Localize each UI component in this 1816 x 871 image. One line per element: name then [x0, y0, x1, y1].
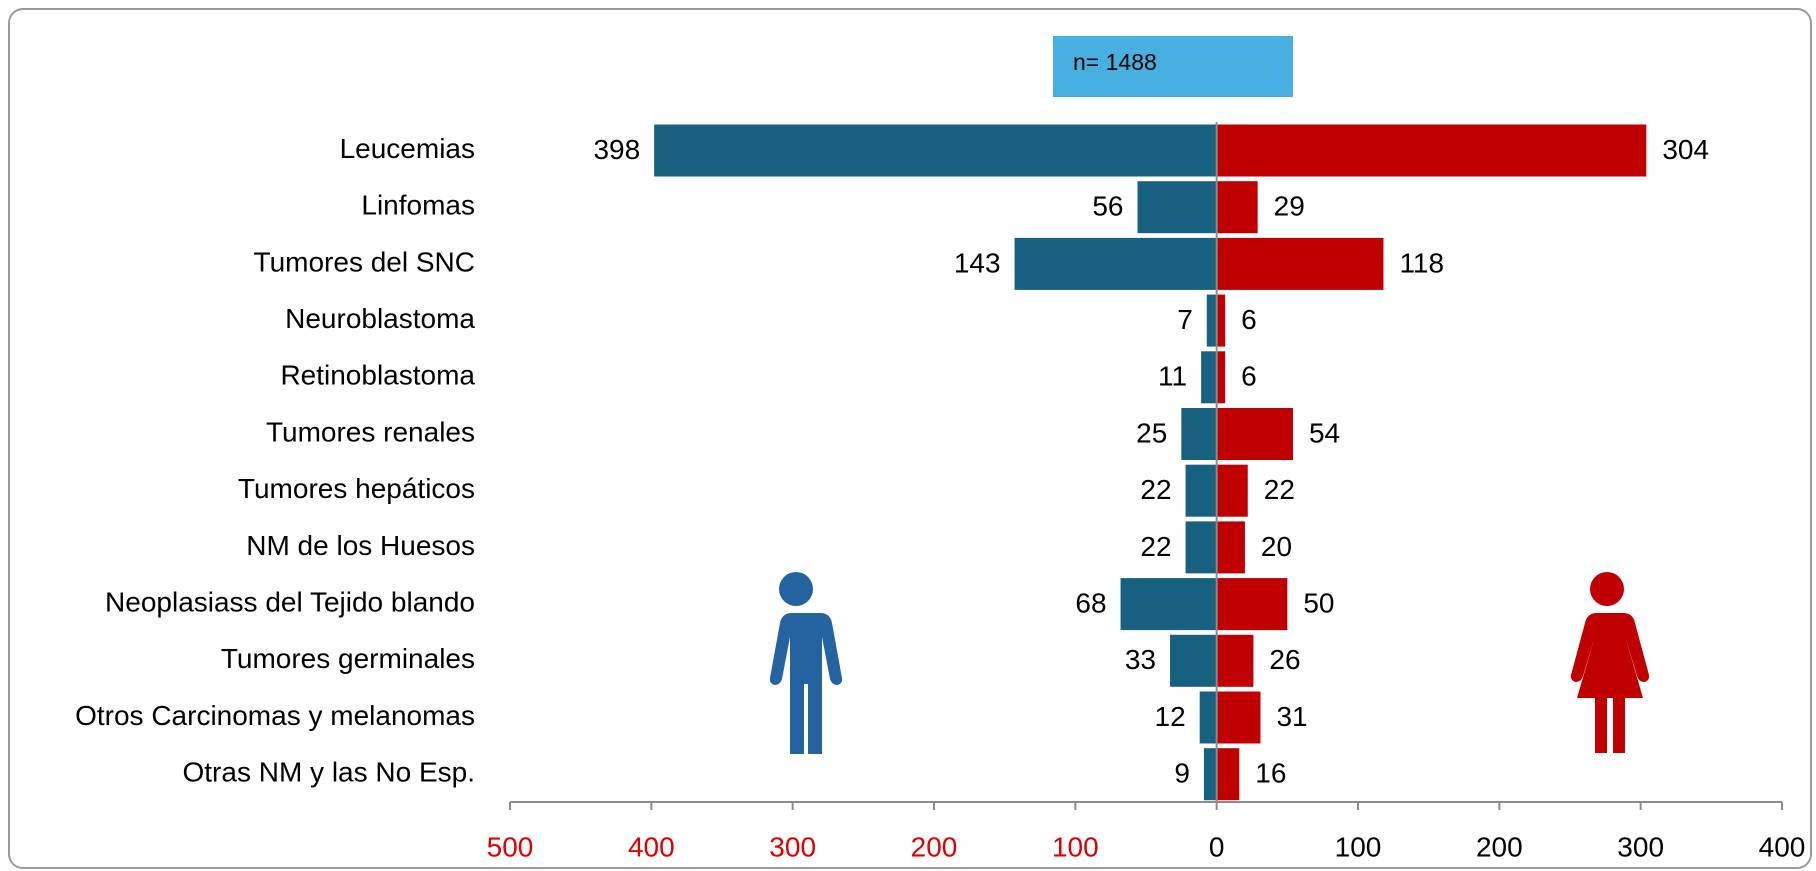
bar — [1216, 408, 1293, 460]
x-tick-label: 300 — [1617, 831, 1664, 862]
category-label: NM de los Huesos — [246, 530, 475, 561]
bar — [1216, 464, 1248, 517]
bar — [1216, 124, 1647, 177]
value-label: 9 — [1174, 758, 1190, 789]
category-label: Otros Carcinomas y melanomas — [75, 700, 475, 731]
x-tick-label: 100 — [1052, 831, 1099, 862]
category-label: Tumores hepáticos — [238, 473, 475, 504]
bar — [1216, 237, 1384, 290]
bar — [1216, 634, 1254, 687]
bar — [654, 124, 1217, 177]
x-tick-label: 100 — [1335, 831, 1382, 862]
value-label: 11 — [1158, 361, 1187, 392]
bar — [1216, 294, 1226, 347]
value-label: 398 — [593, 134, 640, 165]
value-label: 29 — [1274, 191, 1305, 222]
annotation-box — [1053, 36, 1293, 97]
bar — [1216, 748, 1240, 801]
category-label: Leucemias — [340, 133, 475, 164]
frame — [8, 8, 1812, 869]
category-label: Tumores renales — [266, 416, 475, 447]
category-label: Retinoblastoma — [280, 360, 475, 391]
bar — [1216, 578, 1288, 631]
x-tick-label: 300 — [769, 831, 816, 862]
bar — [1199, 691, 1217, 744]
bar — [1120, 578, 1217, 631]
x-tick-label: 400 — [1759, 831, 1806, 862]
x-tick-label: 200 — [1476, 831, 1523, 862]
bar — [1216, 691, 1261, 744]
bar — [1206, 294, 1217, 347]
bar — [1216, 181, 1258, 234]
bar — [1170, 634, 1217, 687]
value-label: 56 — [1092, 191, 1123, 222]
category-label: Neoplasiass del Tejido blando — [105, 586, 475, 617]
bar — [1137, 181, 1217, 234]
x-tick-label: 200 — [911, 831, 958, 862]
annotation: n= 1488 — [1073, 49, 1157, 75]
bar — [1216, 351, 1226, 404]
value-label: 12 — [1155, 701, 1186, 732]
x-tick-label: 400 — [628, 831, 675, 862]
bar — [1216, 521, 1245, 574]
value-label: 22 — [1140, 531, 1171, 562]
value-label: 7 — [1177, 304, 1193, 335]
value-label: 22 — [1140, 474, 1171, 505]
value-label: 25 — [1136, 417, 1167, 448]
bar — [1185, 464, 1217, 517]
category-label: Otras NM y las No Esp. — [182, 757, 475, 788]
category-label: Neuroblastoma — [285, 303, 475, 334]
value-label: 20 — [1261, 531, 1292, 562]
value-label: 50 — [1303, 587, 1334, 618]
x-tick-label: 500 — [487, 831, 534, 862]
value-label: 304 — [1662, 134, 1709, 165]
value-label: 54 — [1309, 417, 1340, 448]
bar — [1203, 748, 1217, 801]
value-label: 6 — [1241, 361, 1257, 392]
category-label: Linfomas — [361, 190, 475, 221]
x-tick-label: 0 — [1209, 831, 1225, 862]
value-label: 31 — [1276, 701, 1307, 732]
female-icon — [1570, 572, 1650, 753]
bar — [1181, 408, 1217, 460]
value-label: 6 — [1241, 304, 1257, 335]
value-label: 33 — [1125, 644, 1156, 675]
value-label: 26 — [1269, 644, 1300, 675]
value-label: 118 — [1399, 247, 1444, 278]
category-label: Tumores germinales — [221, 643, 475, 674]
male-icon — [769, 572, 843, 754]
value-label: 143 — [954, 247, 1001, 278]
bar — [1014, 237, 1217, 290]
value-label: 22 — [1264, 474, 1295, 505]
value-label: 16 — [1255, 758, 1286, 789]
value-label: 68 — [1075, 587, 1106, 618]
category-label: Tumores del SNC — [254, 246, 475, 277]
bar — [1201, 351, 1217, 404]
bar — [1185, 521, 1217, 574]
